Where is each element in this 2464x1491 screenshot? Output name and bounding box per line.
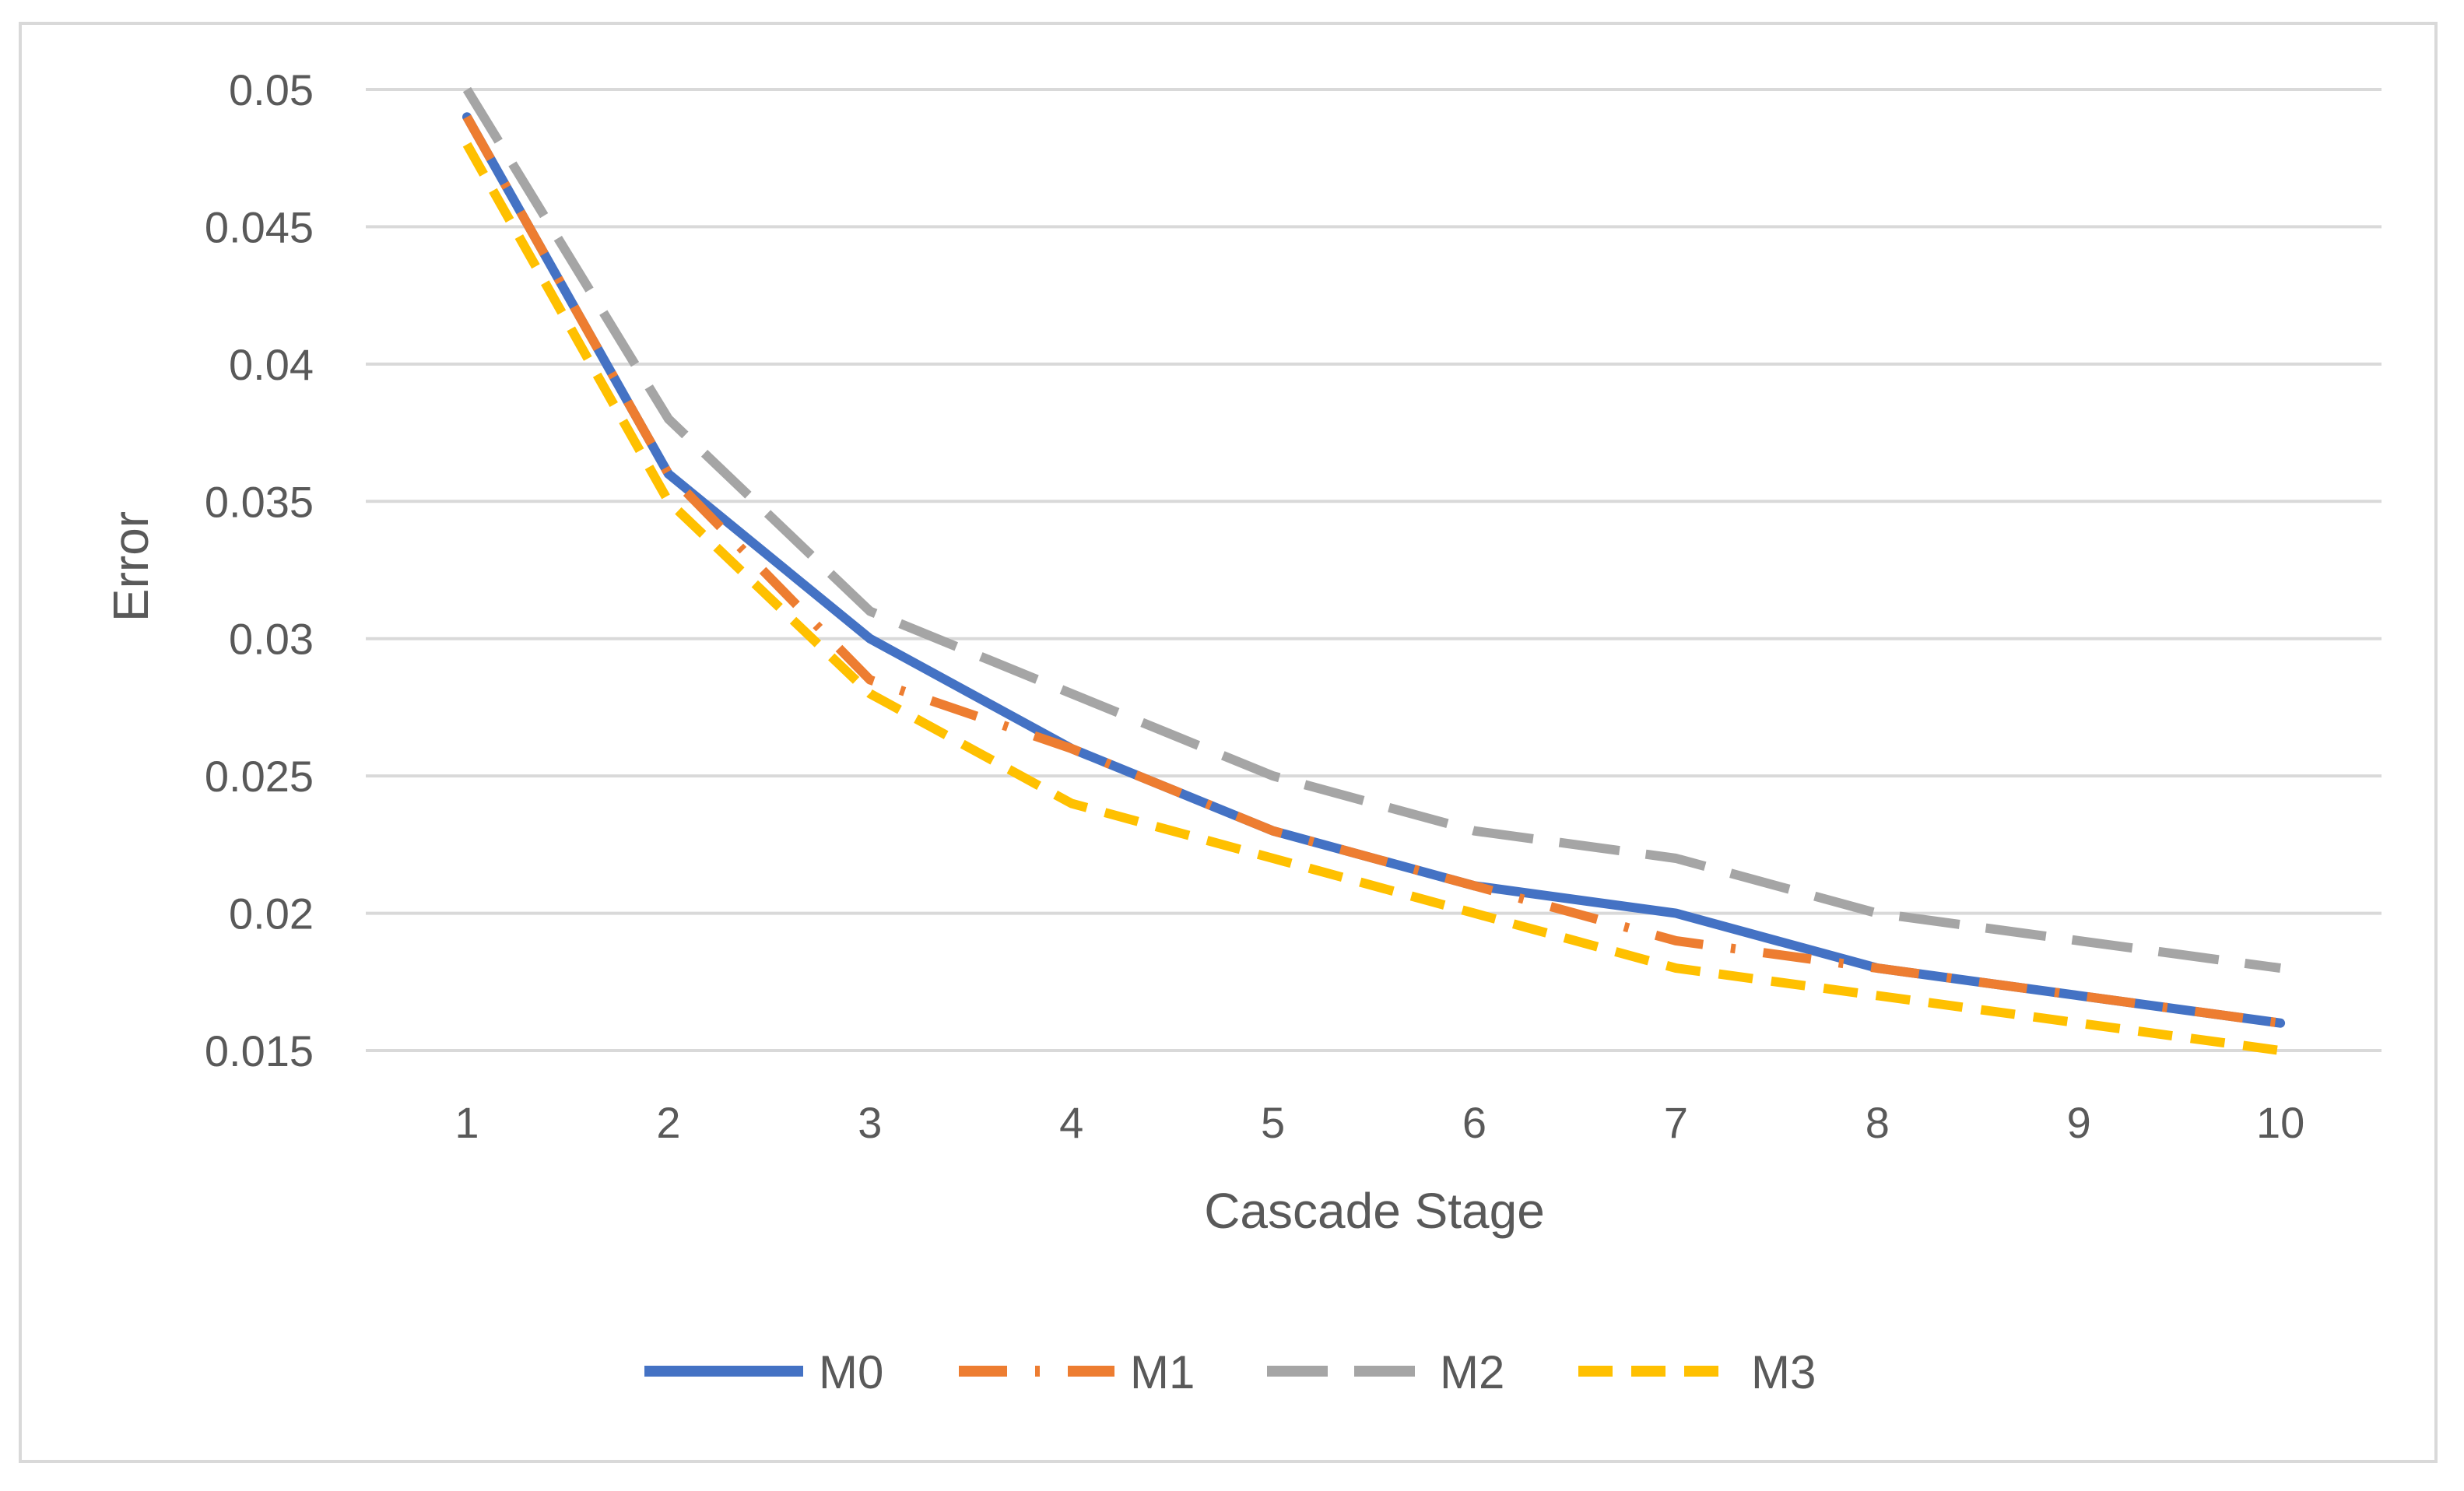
legend: M0 M1 M2 M3 <box>644 1346 1816 1398</box>
series-line-m3 <box>462 142 2281 1055</box>
y-axis-title: Error <box>103 511 159 622</box>
x-axis-title: Cascade Stage <box>1204 1183 1545 1239</box>
y-tick-label: 0.04 <box>229 340 314 389</box>
x-tick-label: 2 <box>656 1098 680 1147</box>
x-tick-label: 6 <box>1462 1098 1486 1147</box>
y-tick-label: 0.045 <box>205 202 314 251</box>
x-tick-label: 7 <box>1664 1098 1688 1147</box>
x-tick-label: 10 <box>2256 1098 2304 1147</box>
legend-label-m3: M3 <box>1751 1346 1816 1398</box>
x-tick-label: 1 <box>455 1098 479 1147</box>
x-tick-label: 8 <box>1866 1098 1890 1147</box>
series-line-m1 <box>462 114 2281 1028</box>
series-line-m2 <box>462 86 2281 974</box>
legend-label-m0: M0 <box>819 1346 883 1398</box>
series-lines <box>462 86 2286 1055</box>
y-tick-label: 0.03 <box>229 615 314 664</box>
legend-label-m1: M1 <box>1130 1346 1195 1398</box>
chart-frame <box>19 22 2438 1463</box>
x-tick-label: 5 <box>1261 1098 1285 1147</box>
y-tick-label: 0.05 <box>229 65 314 114</box>
y-tick-label: 0.015 <box>205 1026 314 1075</box>
y-tick-label: 0.035 <box>205 477 314 526</box>
y-tick-label: 0.02 <box>229 889 314 938</box>
legend-label-m2: M2 <box>1440 1346 1504 1398</box>
x-tick-label: 9 <box>2067 1098 2091 1147</box>
gridlines <box>366 88 2382 1052</box>
x-axis-tick-labels: 1 2 3 4 5 6 7 8 9 10 <box>455 1098 2304 1147</box>
y-tick-label: 0.025 <box>205 752 314 801</box>
x-tick-label: 4 <box>1059 1098 1083 1147</box>
x-tick-label: 3 <box>858 1098 882 1147</box>
y-axis-tick-labels: 0.015 0.02 0.025 0.03 0.035 0.04 0.045 0.05 <box>205 65 314 1075</box>
